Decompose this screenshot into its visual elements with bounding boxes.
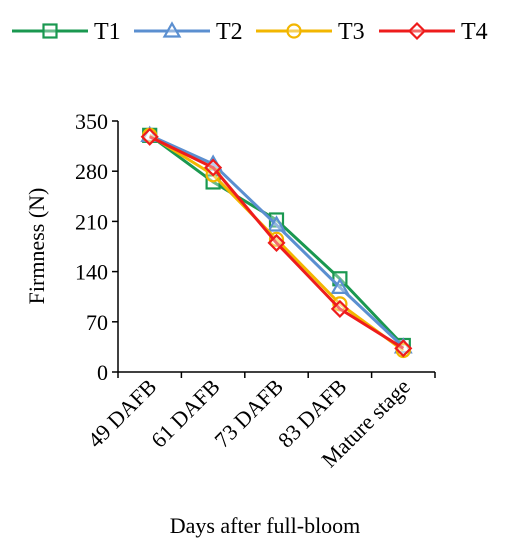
data-point (330, 277, 350, 294)
y-tick-label: 350 (75, 109, 108, 134)
data-point (267, 215, 286, 232)
data-point (268, 231, 285, 247)
chart-axes (117, 121, 435, 373)
x-tick-label: 49 DAFB (83, 374, 162, 453)
data-point (330, 299, 349, 318)
series-line (149, 135, 405, 350)
legend-label: T4 (461, 19, 488, 45)
x-tick-label: 61 DAFB (146, 374, 225, 453)
y-axis-ticks: 0 70 140 210 280 350 (75, 109, 118, 385)
series-line (149, 133, 405, 348)
legend-item-t4: T4 (379, 19, 488, 45)
legend-label: T1 (94, 19, 121, 45)
y-tick-label: 0 (97, 360, 108, 385)
legend-item-t3: T3 (256, 19, 365, 45)
legend-item-t2: T2 (134, 19, 243, 45)
y-tick-label: 140 (75, 260, 108, 285)
y-tick-label: 280 (75, 159, 108, 184)
series-line (148, 134, 405, 352)
legend-marker (162, 21, 182, 38)
legend-label: T2 (216, 19, 243, 45)
legend-item-t1: T1 (12, 19, 121, 45)
y-axis-title: Firmness (N) (24, 188, 49, 305)
y-tick-label: 70 (86, 310, 108, 335)
data-point (267, 233, 286, 252)
series-t4 (140, 127, 413, 358)
data-point (394, 339, 413, 358)
x-axis-title: Days after full-bloom (170, 513, 361, 538)
series-layer (140, 125, 413, 359)
y-tick-label: 210 (75, 209, 108, 234)
data-point (204, 158, 223, 177)
chart-legend: T1 T2 T3 T4 (12, 19, 488, 45)
x-tick-label: 73 DAFB (209, 374, 288, 453)
legend-marker (407, 21, 427, 41)
legend-label: T3 (338, 19, 365, 45)
legend-marker (42, 23, 58, 39)
data-point (140, 127, 159, 146)
legend-marker (286, 23, 302, 39)
series-line (148, 134, 405, 347)
